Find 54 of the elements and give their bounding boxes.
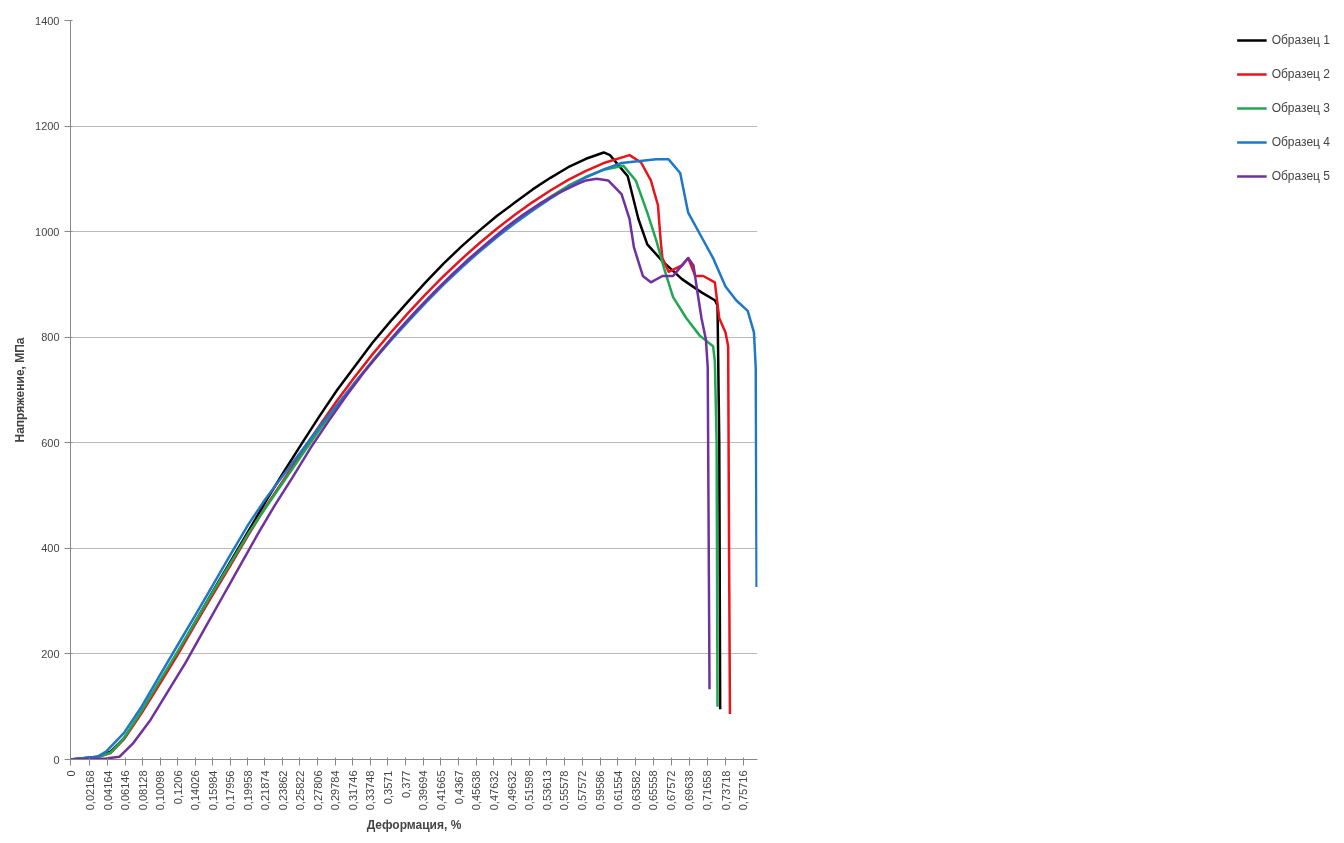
x-tick-label: 0,65558 — [647, 770, 660, 811]
legend-label: Образец 2 — [1271, 67, 1330, 81]
y-tick-label: 800 — [41, 331, 60, 344]
x-tick-label: 0,71658 — [701, 770, 714, 811]
x-tick-label: 0,04164 — [101, 770, 114, 811]
x-tick-label: 0 — [64, 770, 77, 777]
x-tick-label: 0,15984 — [206, 770, 219, 811]
x-tick-label: 0,23862 — [276, 770, 289, 811]
x-tick-label: 0,75716 — [737, 770, 750, 811]
x-tick-label: 0,06146 — [119, 770, 132, 811]
x-tick-label: 0,59586 — [594, 770, 607, 811]
x-tick-label: 0,29784 — [329, 770, 342, 811]
legend-label: Образец 3 — [1271, 101, 1330, 115]
x-tick-label: 0,31746 — [346, 770, 359, 811]
x-tick-label: 0,377 — [399, 770, 412, 799]
x-tick-label: 0,67572 — [665, 770, 678, 811]
x-tick-label: 0,57572 — [576, 770, 589, 811]
x-tick-label: 0,55578 — [558, 770, 571, 811]
y-tick-label: 400 — [41, 542, 60, 555]
x-tick-label: 0,53613 — [540, 770, 553, 811]
x-tick-label: 0,39694 — [417, 770, 430, 811]
legend-label: Образец 1 — [1271, 33, 1330, 47]
x-tick-label: 0,47632 — [487, 770, 500, 811]
x-tick-label: 0,17956 — [224, 770, 237, 811]
x-tick-label: 0,1206 — [171, 770, 184, 805]
x-tick-label: 0,61554 — [611, 770, 624, 811]
x-tick-label: 0,02168 — [83, 770, 96, 811]
x-tick-label: 0,63582 — [629, 770, 642, 811]
x-axis-title: Деформация, % — [366, 818, 462, 833]
x-tick-label: 0,69638 — [683, 770, 696, 811]
y-tick-label: 1000 — [35, 225, 60, 238]
x-tick-label: 0,19958 — [241, 770, 254, 811]
x-tick-label: 0,14026 — [189, 770, 202, 811]
y-tick-label: 1400 — [35, 14, 60, 27]
x-tick-label: 0,4367 — [452, 770, 465, 805]
y-tick-label: 600 — [41, 436, 60, 449]
x-tick-label: 0,73718 — [719, 770, 732, 811]
x-tick-label: 0,49632 — [505, 770, 518, 811]
y-tick-label: 0 — [53, 753, 60, 766]
legend-label: Образец 5 — [1271, 169, 1330, 183]
x-tick-label: 0,45638 — [470, 770, 483, 811]
x-tick-label: 0,10098 — [154, 770, 167, 811]
y-axis-title: Напряжение, МПа — [13, 337, 28, 443]
x-tick-label: 0,25822 — [293, 770, 306, 811]
x-tick-label: 0,21874 — [258, 770, 271, 811]
x-tick-label: 0,3571 — [381, 770, 394, 805]
y-tick-label: 1200 — [35, 120, 60, 133]
x-tick-label: 0,51598 — [523, 770, 536, 811]
legend-label: Образец 4 — [1271, 135, 1330, 149]
y-tick-label: 200 — [41, 647, 60, 660]
x-tick-label: 0,33748 — [364, 770, 377, 811]
x-tick-label: 0,41665 — [434, 770, 447, 811]
x-tick-label: 0,27806 — [311, 770, 324, 811]
x-tick-label: 0,08128 — [136, 770, 149, 811]
